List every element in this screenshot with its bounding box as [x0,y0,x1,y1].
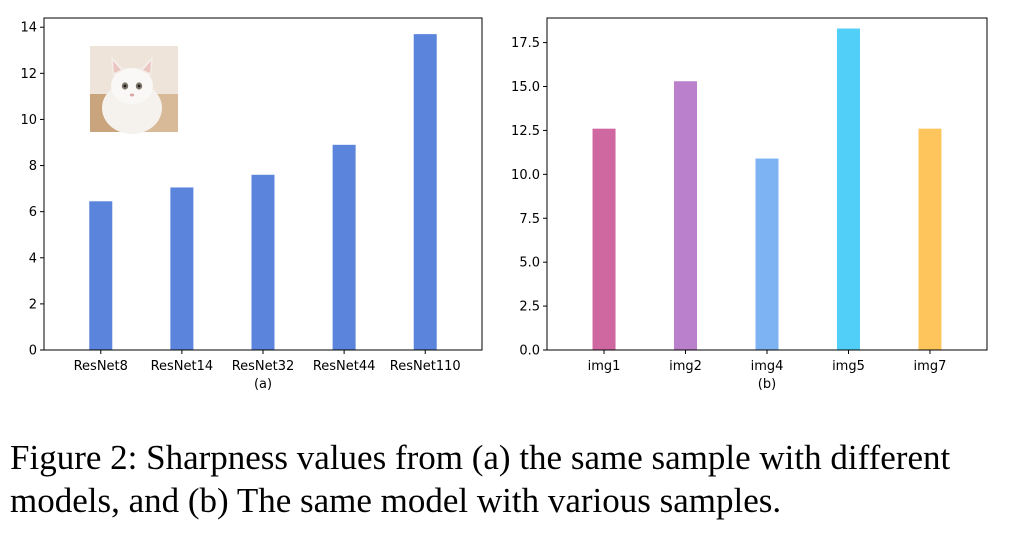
y-tick-label: 10 [20,113,37,128]
bar-img4 [755,158,779,350]
x-axis-label: (a) [254,377,272,392]
x-tick-label: ResNet14 [151,359,214,374]
inset-cat-image [90,46,178,134]
y-tick-label: 5.0 [519,256,540,271]
bar-ResNet44 [332,144,356,350]
x-tick-label: ResNet110 [390,359,461,374]
x-tick-label: ResNet44 [313,359,376,374]
figure: ResNet8 ResNet14 ResNet32 ResNet44 ResNet110… [20,17,988,392]
bar-img2 [674,81,698,350]
chart-panel-a: ResNet8 ResNet14 ResNet32 ResNet44 ResNet110… [20,17,483,392]
x-tick-label: img1 [588,359,621,374]
bar-ResNet14 [170,187,194,350]
bars [89,34,437,351]
y-tick-label: 14 [20,21,37,36]
bar-img1 [592,128,616,350]
bars [592,28,942,351]
x-tick-label: ResNet8 [74,359,128,374]
x-tick-label: ResNet32 [232,359,295,374]
y-tick-label: 15.0 [511,80,540,95]
y-tick-label: 2 [29,297,37,312]
axis-ticks: img1 img2 img4 img5 img7 0.0 2.5 5.0 7.5 10.0 12.5… [511,36,946,374]
y-tick-label: 7.5 [519,212,540,227]
bar-ResNet8 [89,201,113,350]
y-tick-label: 0 [29,344,37,359]
y-tick-label: 12 [20,67,37,82]
chart-panel-b: img1 img2 img4 img5 img7 0.0 2.5 5.0 7.5 10.0 12.5… [511,17,988,392]
y-tick-label: 2.5 [519,300,540,315]
y-tick-label: 0.0 [519,344,540,359]
y-tick-label: 8 [29,159,37,174]
axis-ticks: ResNet8 ResNet14 ResNet32 ResNet44 ResNet110… [20,21,460,374]
x-tick-label: img5 [832,359,865,374]
x-tick-label: img7 [914,359,947,374]
x-axis-label: (b) [758,377,776,392]
x-tick-label: img4 [751,359,784,374]
y-tick-label: 10.0 [511,168,540,183]
bar-img7 [918,128,942,350]
y-tick-label: 12.5 [511,124,540,139]
figure-caption: Figure 2: Sharpness values from (a) the … [10,438,951,520]
y-tick-label: 4 [29,251,37,266]
x-tick-label: img2 [669,359,702,374]
bar-img5 [836,28,860,351]
y-tick-label: 6 [29,205,37,220]
y-tick-label: 17.5 [511,36,540,51]
bar-ResNet32 [251,174,275,350]
bar-ResNet110 [413,34,437,351]
